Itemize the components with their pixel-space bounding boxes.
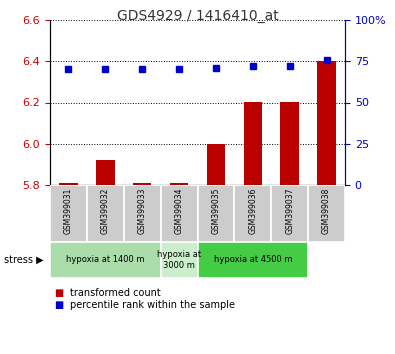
- Text: hypoxia at
3000 m: hypoxia at 3000 m: [157, 250, 201, 270]
- Bar: [124, 185, 161, 242]
- Text: transformed count: transformed count: [70, 288, 160, 298]
- Bar: [161, 185, 198, 242]
- Bar: [87, 185, 124, 242]
- Bar: [170, 183, 188, 185]
- Bar: [96, 160, 115, 185]
- Bar: [317, 61, 336, 185]
- Bar: [50, 185, 87, 242]
- Text: GSM399038: GSM399038: [322, 188, 331, 234]
- Bar: [207, 144, 225, 185]
- Bar: [161, 242, 198, 278]
- Text: hypoxia at 4500 m: hypoxia at 4500 m: [214, 256, 292, 264]
- Text: stress ▶: stress ▶: [4, 255, 43, 265]
- Text: GSM399033: GSM399033: [138, 187, 147, 234]
- Bar: [280, 103, 299, 185]
- Bar: [234, 185, 271, 242]
- Bar: [271, 185, 308, 242]
- Text: percentile rank within the sample: percentile rank within the sample: [70, 300, 235, 310]
- Text: GSM399036: GSM399036: [248, 187, 257, 234]
- Bar: [244, 103, 262, 185]
- Bar: [50, 242, 161, 278]
- Text: GSM399032: GSM399032: [101, 188, 110, 234]
- Bar: [133, 183, 151, 185]
- Text: hypoxia at 1400 m: hypoxia at 1400 m: [66, 256, 145, 264]
- Text: GDS4929 / 1416410_at: GDS4929 / 1416410_at: [117, 9, 278, 23]
- Text: GSM399035: GSM399035: [211, 187, 220, 234]
- Text: GSM399037: GSM399037: [285, 187, 294, 234]
- Bar: [198, 185, 234, 242]
- Text: GSM399034: GSM399034: [175, 187, 184, 234]
- Bar: [59, 183, 78, 185]
- Text: GSM399031: GSM399031: [64, 188, 73, 234]
- Text: ■: ■: [54, 288, 63, 298]
- Bar: [308, 185, 345, 242]
- Bar: [198, 242, 308, 278]
- Text: ■: ■: [54, 300, 63, 310]
